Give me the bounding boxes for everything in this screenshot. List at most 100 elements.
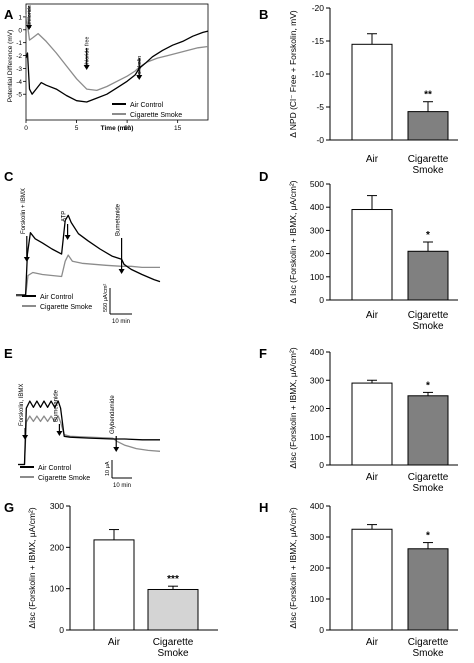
annotation-label: Glybendamide — [110, 395, 116, 434]
panel-letter: D — [259, 169, 268, 184]
series-line-cigarette-smoke — [18, 415, 161, 466]
arrow-head — [118, 269, 125, 274]
y-tick-label: 0 — [319, 295, 324, 305]
category-label: Cigarette Smoke — [408, 154, 449, 176]
category-label: Air — [366, 154, 379, 165]
y-tick-label: 200 — [310, 404, 324, 414]
arrow-head — [22, 435, 29, 440]
bar-cigarette-smoke — [407, 548, 449, 631]
y-tick-label: 100 — [310, 594, 324, 604]
panel-a: A — [4, 7, 14, 22]
significance-marker: * — [426, 230, 430, 241]
x-tick-label: 10 — [123, 125, 131, 132]
y-tick-label: 0 — [319, 460, 324, 470]
bar-chart-d: 0 100 200 300 400 500 Δ Isc (Forskolin + IBMX,… — [288, 179, 458, 332]
y-tick-label: 400 — [310, 347, 324, 357]
y-tick-label: -3 — [16, 66, 22, 73]
trace-chart-c: Forskolin + IBMX ATP Bumetanide Air Control… — [16, 188, 161, 325]
bar-air — [351, 382, 393, 466]
category-label: Cigarette Smoke — [408, 310, 449, 332]
annotation-label: Chloride free — [85, 37, 91, 69]
panel-d: D — [259, 169, 268, 184]
legend-label: Air Control — [40, 294, 74, 301]
series-line-air-control — [16, 214, 161, 296]
bar-cigarette-smoke — [407, 250, 449, 301]
y-tick-label: -15 — [312, 36, 325, 46]
bar-chart-b: -0 -5 -10 -15 -20 Δ NPD (Cl⁻ Free + Forskolin… — [288, 3, 458, 176]
y-tick-label: 400 — [310, 202, 324, 212]
legend-label: Air Control — [130, 102, 164, 109]
bar-cigarette-smoke — [407, 111, 449, 141]
x-tick-label: 0 — [24, 125, 28, 132]
y-tick-label: -5 — [316, 102, 324, 112]
scale-bar-x-label: 10 min — [113, 483, 131, 489]
y-tick-label: 400 — [310, 501, 324, 511]
y-tick-label: 200 — [310, 249, 324, 259]
x-axis-label: Time (min) — [101, 125, 134, 132]
category-label: Air — [366, 637, 379, 648]
y-tick-label: 0 — [18, 27, 22, 34]
panel-letter: A — [4, 7, 14, 22]
scale-bar-y-label: 10 μA — [105, 461, 111, 476]
bar-air — [351, 43, 393, 141]
series-line-cigarette-smoke — [25, 14, 209, 92]
significance-marker: *** — [167, 574, 179, 585]
category-label: Air — [366, 310, 379, 321]
bar-cigarette-smoke — [147, 588, 199, 631]
significance-marker: * — [426, 531, 430, 542]
bar-air — [93, 539, 135, 631]
y-axis-label: Δ Isc (Forskolin + IBMX, μA/cm²) — [288, 180, 298, 303]
panel-letter: G — [4, 500, 14, 515]
y-tick-label: 100 — [50, 584, 64, 594]
significance-marker: ** — [424, 90, 432, 101]
annotation-label: Bumetanide — [116, 203, 122, 236]
y-tick-label: -1 — [16, 40, 22, 47]
y-axis-label: ΔIsc (Forskolin + IBMX, μA/cm²) — [288, 347, 298, 468]
trace-chart-e: Forskolin, IBMX Bumetanide Glybendamide Air… — [18, 384, 161, 489]
y-axis-label: ΔIsc (Forskolin + IBMX, μA/cm²) — [27, 507, 37, 628]
y-tick-label: 0 — [59, 625, 64, 635]
panel-f: F — [259, 346, 267, 361]
panel-b: B — [259, 7, 268, 22]
y-axis-label: Δ NPD (Cl⁻ Free + Forskolin, mV) — [288, 10, 298, 138]
y-tick-label: 300 — [310, 375, 324, 385]
annotation-label: Forskolin + IBMX — [21, 188, 27, 234]
bar-cigarette-smoke — [407, 395, 449, 466]
y-tick-label: 500 — [310, 179, 324, 189]
category-label: Cigarette Smoke — [153, 637, 194, 659]
bar-air — [351, 209, 393, 301]
panel-letter: B — [259, 7, 268, 22]
panel-letter: H — [259, 500, 268, 515]
series-line-air-control — [18, 400, 160, 466]
panel-letter: F — [259, 346, 267, 361]
legend-label: Cigarette Smoke — [40, 304, 92, 311]
bar-chart-h: 0 100 200 300 400 ΔIsc (Forskolin + IBMX, μA/… — [288, 501, 458, 659]
y-tick-label: 100 — [310, 432, 324, 442]
bar-chart-g: 0 100 200 300 ΔIsc (Forskolin + IBMX, μA/cm²… — [27, 501, 218, 659]
bar-chart-f: 0 100 200 300 400 ΔIsc (Forskolin + IBMX, μA/… — [288, 347, 458, 494]
y-tick-label: -4 — [16, 79, 22, 86]
arrow-head — [136, 75, 143, 80]
annotation-label: Bumetanide — [53, 389, 59, 422]
arrow-head — [56, 431, 63, 436]
y-tick-label: -5 — [16, 92, 22, 99]
y-tick-label: 1 — [18, 14, 22, 21]
y-tick-label: 300 — [50, 501, 64, 511]
panel-e: E — [4, 346, 13, 361]
category-label: Air — [108, 637, 121, 648]
y-tick-label: 0 — [319, 625, 324, 635]
scale-bar-y-label: 550 μA/cm² — [103, 284, 109, 312]
panel-letter: C — [4, 169, 14, 184]
panel-h: H — [259, 500, 268, 515]
series-line-air-control — [25, 30, 209, 103]
y-tick-label: 200 — [310, 563, 324, 573]
category-label: Cigarette Smoke — [408, 472, 449, 494]
category-label: Air — [366, 472, 379, 483]
y-tick-label: -20 — [312, 3, 325, 13]
annotation-label: ATP — [62, 211, 68, 222]
y-axis-label: Potential Difference (mV) — [7, 30, 14, 103]
y-tick-label: 200 — [50, 542, 64, 552]
panel-c: C — [4, 169, 14, 184]
